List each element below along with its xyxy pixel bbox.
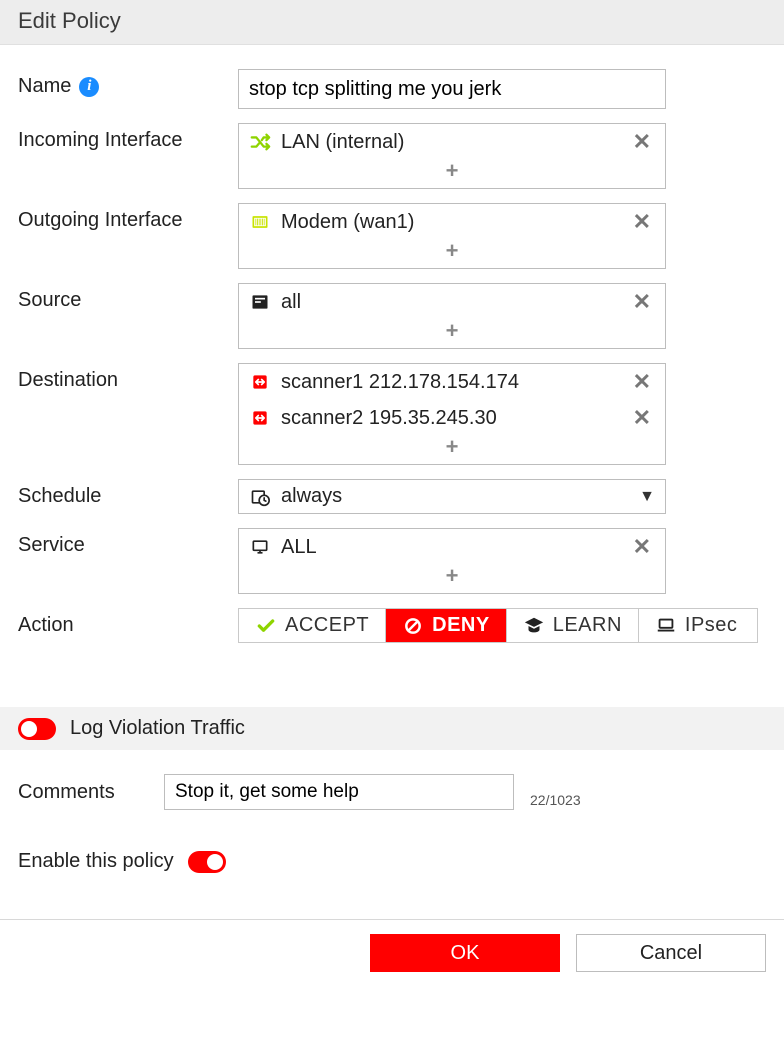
add-button[interactable]: + [239, 565, 665, 593]
enable-policy-toggle[interactable] [188, 851, 226, 873]
cancel-button[interactable]: Cancel [576, 934, 766, 972]
item-label: Modem (wan1) [281, 211, 619, 234]
list-item[interactable]: scanner2 195.35.245.30 ✕ [239, 400, 665, 436]
footer: OK Cancel [0, 919, 784, 992]
comments-counter: 22/1023 [530, 792, 581, 810]
label-name-text: Name [18, 75, 71, 98]
item-label: scanner2 195.35.245.30 [281, 407, 619, 430]
item-label: scanner1 212.178.154.174 [281, 371, 619, 394]
label-schedule: Schedule [18, 479, 238, 508]
action-ipsec-label: IPsec [685, 614, 738, 637]
label-action: Action [18, 608, 238, 637]
clock-calendar-icon [249, 486, 271, 508]
close-icon[interactable]: ✕ [629, 289, 655, 315]
schedule-select[interactable]: always ▼ [238, 479, 666, 514]
label-destination: Destination [18, 363, 238, 392]
action-deny-label: DENY [432, 614, 490, 637]
action-accept-label: ACCEPT [285, 614, 369, 637]
item-label: all [281, 291, 619, 314]
label-comments: Comments [18, 781, 148, 804]
close-icon[interactable]: ✕ [629, 129, 655, 155]
list-item[interactable]: scanner1 212.178.154.174 ✕ [239, 364, 665, 400]
enable-policy-label: Enable this policy [18, 850, 174, 873]
row-service: Service ALL ✕ + [18, 528, 766, 594]
prohibit-icon [402, 615, 424, 637]
action-learn-label: LEARN [553, 614, 622, 637]
ok-button[interactable]: OK [370, 934, 560, 972]
incoming-interface-box[interactable]: LAN (internal) ✕ + [238, 123, 666, 189]
info-icon[interactable]: i [79, 77, 99, 97]
close-icon[interactable]: ✕ [629, 369, 655, 395]
host-icon [249, 407, 271, 429]
list-item[interactable]: LAN (internal) ✕ [239, 124, 665, 160]
log-traffic-label: Log Violation Traffic [70, 717, 245, 740]
cancel-button-label: Cancel [640, 942, 702, 965]
add-button[interactable]: + [239, 160, 665, 188]
action-segmented: ACCEPT DENY LEARN [238, 608, 758, 643]
header-bar: Edit Policy [0, 0, 784, 45]
modem-icon [249, 211, 271, 233]
add-button[interactable]: + [239, 320, 665, 348]
label-service: Service [18, 528, 238, 557]
comments-input[interactable] [164, 774, 514, 810]
action-ipsec-button[interactable]: IPsec [639, 609, 754, 642]
item-label: LAN (internal) [281, 131, 619, 154]
list-item[interactable]: all ✕ [239, 284, 665, 320]
row-schedule: Schedule always ▼ [18, 479, 766, 514]
ok-button-label: OK [451, 942, 480, 965]
destination-box[interactable]: scanner1 212.178.154.174 ✕ scanner2 195.… [238, 363, 666, 465]
chevron-down-icon: ▼ [639, 488, 655, 506]
list-item[interactable]: ALL ✕ [239, 529, 665, 565]
page-title: Edit Policy [18, 8, 766, 34]
log-traffic-toggle[interactable] [18, 718, 56, 740]
schedule-value: always [281, 485, 629, 508]
label-incoming: Incoming Interface [18, 123, 238, 152]
source-box[interactable]: all ✕ + [238, 283, 666, 349]
laptop-icon [655, 615, 677, 637]
comments-area: Comments 22/1023 [0, 750, 784, 820]
enable-policy-row: Enable this policy [0, 820, 784, 883]
row-outgoing: Outgoing Interface Modem (wan1) ✕ + [18, 203, 766, 269]
policy-form: Name i Incoming Interface LAN (internal)… [0, 45, 784, 667]
add-button[interactable]: + [239, 240, 665, 268]
row-name: Name i [18, 69, 766, 109]
graduation-icon [523, 615, 545, 637]
row-source: Source all ✕ + [18, 283, 766, 349]
service-box[interactable]: ALL ✕ + [238, 528, 666, 594]
list-item[interactable]: Modem (wan1) ✕ [239, 204, 665, 240]
row-destination: Destination scanner1 212.178.154.174 ✕ s… [18, 363, 766, 465]
label-source: Source [18, 283, 238, 312]
add-button[interactable]: + [239, 436, 665, 464]
name-input[interactable] [238, 69, 666, 109]
action-learn-button[interactable]: LEARN [507, 609, 639, 642]
close-icon[interactable]: ✕ [629, 534, 655, 560]
row-action: Action ACCEPT DENY [18, 608, 766, 643]
outgoing-interface-box[interactable]: Modem (wan1) ✕ + [238, 203, 666, 269]
action-accept-button[interactable]: ACCEPT [239, 609, 386, 642]
row-incoming: Incoming Interface LAN (internal) ✕ + [18, 123, 766, 189]
action-deny-button[interactable]: DENY [386, 609, 507, 642]
host-icon [249, 371, 271, 393]
label-name: Name i [18, 69, 238, 98]
shuffle-icon [249, 131, 271, 153]
close-icon[interactable]: ✕ [629, 405, 655, 431]
item-label: ALL [281, 536, 619, 559]
close-icon[interactable]: ✕ [629, 209, 655, 235]
check-icon [255, 615, 277, 637]
label-outgoing: Outgoing Interface [18, 203, 238, 232]
address-icon [249, 291, 271, 313]
log-traffic-section: Log Violation Traffic [0, 707, 784, 750]
service-icon [249, 536, 271, 558]
